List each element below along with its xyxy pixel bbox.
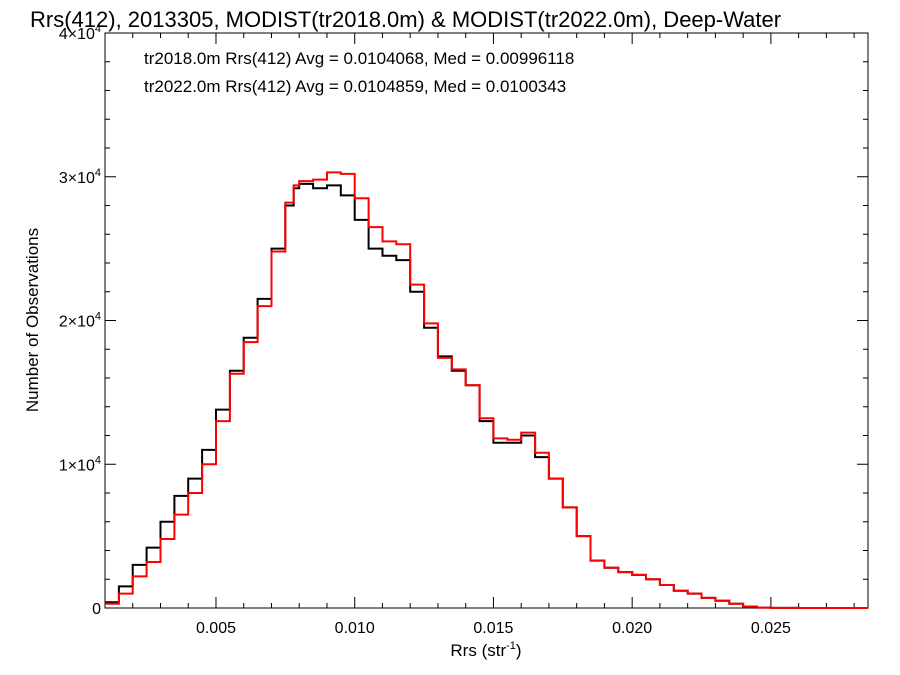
y-tick-label: 3×104 (59, 167, 101, 187)
legend-entry-1: tr2018.0m Rrs(412) Avg = 0.0104068, Med … (144, 49, 574, 68)
x-tick-label: 0.020 (612, 620, 652, 637)
legend-entry-2: tr2022.0m Rrs(412) Avg = 0.0104859, Med … (144, 77, 566, 96)
chart-title: Rrs(412), 2013305, MODIST(tr2018.0m) & M… (30, 7, 781, 32)
x-tick-label: 0.010 (335, 620, 375, 637)
x-axis-label: Rrs (str-1) (450, 640, 521, 660)
series-group (105, 171, 868, 609)
x-tick-label: 0.015 (473, 620, 513, 637)
axis-ticks (104, 32, 868, 609)
x-tick-label: 0.005 (196, 620, 236, 637)
y-tick-label: 1×104 (59, 454, 101, 474)
plot-frame (104, 32, 869, 609)
legend: tr2018.0m Rrs(412) Avg = 0.0104068, Med … (144, 49, 574, 96)
y-axis-label: Number of Observations (23, 228, 42, 412)
x-tick-label: 0.025 (751, 620, 791, 637)
series-line-2 (105, 171, 868, 609)
tick-labels: 0.005 0.010 0.015 0.020 0.025 0 1×104 2×104 3×10… (59, 23, 791, 637)
plot-border (104, 32, 869, 609)
y-tick-label: 4×104 (59, 23, 101, 43)
y-tick-label: 2×104 (59, 311, 101, 331)
series-line-1 (105, 182, 868, 609)
y-tick-label: 0 (92, 601, 101, 618)
